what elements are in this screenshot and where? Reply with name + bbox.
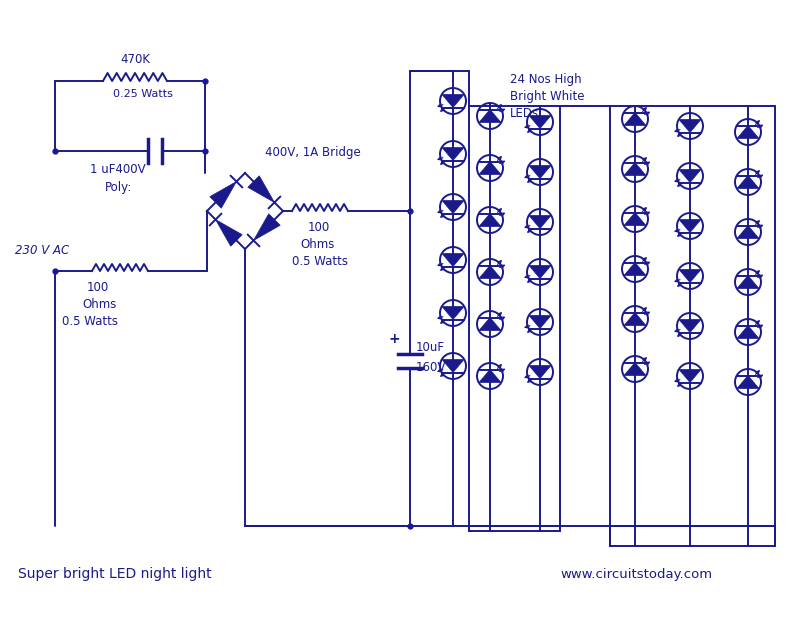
Polygon shape [529, 165, 551, 178]
Text: 24 Nos High
Bright White
LEDs: 24 Nos High Bright White LEDs [510, 73, 585, 120]
Text: 470K: 470K [120, 53, 150, 66]
Polygon shape [254, 214, 280, 240]
Polygon shape [479, 110, 501, 122]
Text: 100: 100 [308, 221, 330, 234]
Polygon shape [442, 94, 464, 108]
Polygon shape [737, 276, 759, 288]
Polygon shape [529, 215, 551, 228]
Polygon shape [737, 376, 759, 388]
Polygon shape [479, 213, 501, 226]
Polygon shape [624, 313, 646, 326]
Polygon shape [737, 326, 759, 338]
Polygon shape [679, 369, 701, 383]
Polygon shape [679, 219, 701, 233]
Polygon shape [442, 306, 464, 319]
Polygon shape [624, 163, 646, 176]
Polygon shape [624, 363, 646, 376]
Polygon shape [479, 265, 501, 278]
Text: 100: 100 [87, 281, 110, 294]
Polygon shape [737, 126, 759, 138]
Text: Ohms: Ohms [300, 238, 334, 251]
Polygon shape [737, 226, 759, 238]
Polygon shape [215, 220, 242, 246]
Polygon shape [679, 119, 701, 133]
Polygon shape [210, 181, 237, 208]
Polygon shape [679, 169, 701, 183]
Text: Ohms: Ohms [82, 298, 116, 311]
Polygon shape [529, 365, 551, 378]
Text: 400V, 1A Bridge: 400V, 1A Bridge [265, 146, 361, 159]
Polygon shape [442, 253, 464, 267]
Polygon shape [442, 201, 464, 213]
Polygon shape [529, 115, 551, 128]
Polygon shape [479, 162, 501, 174]
Text: +: + [388, 332, 400, 346]
Text: 1 uF400V: 1 uF400V [90, 163, 146, 176]
Polygon shape [624, 213, 646, 226]
Text: www.circuitstoday.com: www.circuitstoday.com [560, 568, 712, 581]
Polygon shape [679, 319, 701, 333]
Polygon shape [442, 360, 464, 372]
Text: Super bright LED night light: Super bright LED night light [18, 567, 212, 581]
Polygon shape [442, 147, 464, 160]
Text: 0.5 Watts: 0.5 Watts [62, 315, 118, 328]
Text: 10uF: 10uF [416, 341, 445, 354]
Polygon shape [479, 369, 501, 383]
Text: 0.25 Watts: 0.25 Watts [113, 89, 173, 99]
Polygon shape [529, 315, 551, 328]
Polygon shape [737, 176, 759, 188]
Text: 0.5 Watts: 0.5 Watts [292, 255, 348, 268]
Text: 230 V AC: 230 V AC [15, 244, 70, 258]
Polygon shape [529, 265, 551, 278]
Polygon shape [479, 317, 501, 331]
Text: Poly:: Poly: [105, 181, 132, 194]
Text: 160V: 160V [416, 361, 446, 374]
Polygon shape [624, 113, 646, 126]
Polygon shape [679, 269, 701, 283]
Polygon shape [248, 176, 274, 203]
Polygon shape [624, 263, 646, 276]
